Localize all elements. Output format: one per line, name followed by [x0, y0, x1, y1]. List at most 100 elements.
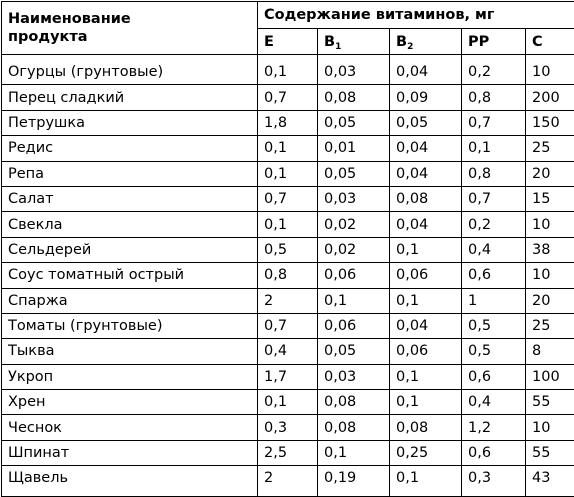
vitamin-value-cell: 0,08: [318, 85, 390, 110]
product-name-header-line2: продукта: [8, 29, 88, 45]
vitamin-value-cell: 0,19: [318, 466, 390, 496]
vitamin-value-cell: 0,1: [258, 212, 318, 237]
vitamin-value-cell: 15: [526, 186, 574, 211]
table-header: Наименование продукта Содержание витамин…: [2, 2, 574, 55]
vitamin-value-cell: 10: [526, 415, 574, 440]
vitamin-value-cell: 0,02: [318, 212, 390, 237]
vitamin-value-cell: 20: [526, 161, 574, 186]
vitamin-value-cell: 0,1: [462, 136, 526, 161]
vitamin-value-cell: 0,02: [318, 237, 390, 262]
vitamin-value-cell: 0,4: [462, 390, 526, 415]
vitamin-column-header: B2: [390, 29, 462, 55]
vitamin-value-cell: 10: [526, 263, 574, 288]
vitamin-value-cell: 0,08: [318, 415, 390, 440]
vitamin-value-cell: 1: [462, 288, 526, 313]
vitamin-value-cell: 0,1: [390, 364, 462, 389]
vitamin-value-cell: 0,05: [318, 110, 390, 135]
vitamin-value-cell: 2,5: [258, 440, 318, 465]
product-name-header: Наименование продукта: [2, 2, 258, 55]
product-name-cell: Перец сладкий: [2, 85, 258, 110]
vitamin-value-cell: 0,4: [258, 339, 318, 364]
vitamin-value-cell: 0,5: [462, 313, 526, 338]
vitamin-value-cell: 0,04: [390, 313, 462, 338]
vitamin-value-cell: 0,04: [390, 136, 462, 161]
vitamin-value-cell: 0,25: [390, 440, 462, 465]
vitamin-column-subscript: 1: [335, 42, 341, 52]
product-name-cell: Укроп: [2, 364, 258, 389]
vitamin-column-header: E: [258, 29, 318, 55]
vitamin-column-label: B: [396, 34, 407, 50]
vitamin-value-cell: 0,6: [462, 440, 526, 465]
vitamin-value-cell: 0,1: [390, 390, 462, 415]
vitamin-value-cell: 0,1: [258, 390, 318, 415]
product-name-cell: Репа: [2, 161, 258, 186]
vitamin-value-cell: 0,2: [462, 55, 526, 85]
vitamin-value-cell: 20: [526, 288, 574, 313]
vitamin-value-cell: 25: [526, 136, 574, 161]
vitamin-column-subscript: 2: [407, 42, 413, 52]
product-name-cell: Хрен: [2, 390, 258, 415]
product-name-cell: Соус томатный острый: [2, 263, 258, 288]
vitamin-column-label: B: [324, 34, 335, 50]
vitamin-value-cell: 0,8: [462, 161, 526, 186]
vitamin-value-cell: 0,01: [318, 136, 390, 161]
vitamin-value-cell: 0,05: [318, 339, 390, 364]
product-name-cell: Шпинат: [2, 440, 258, 465]
vitamin-value-cell: 1,8: [258, 110, 318, 135]
vitamin-value-cell: 0,08: [390, 415, 462, 440]
vitamin-value-cell: 0,3: [462, 466, 526, 496]
vitamin-value-cell: 1,2: [462, 415, 526, 440]
vitamin-value-cell: 43: [526, 466, 574, 496]
vitamin-value-cell: 0,7: [462, 186, 526, 211]
vitamin-value-cell: 0,1: [390, 288, 462, 313]
product-name-cell: Редис: [2, 136, 258, 161]
vitamin-value-cell: 0,06: [318, 313, 390, 338]
vitamin-content-header: Содержание витаминов, мг: [258, 2, 574, 29]
vitamin-value-cell: 0,1: [390, 466, 462, 496]
product-name-cell: Сельдерей: [2, 237, 258, 262]
vitamin-value-cell: 0,3: [258, 415, 318, 440]
vitamin-value-cell: 0,06: [390, 263, 462, 288]
vitamin-value-cell: 0,1: [258, 136, 318, 161]
product-name-cell: Салат: [2, 186, 258, 211]
vitamin-value-cell: 0,7: [258, 186, 318, 211]
vitamin-value-cell: 0,4: [462, 237, 526, 262]
vitamin-value-cell: 0,05: [318, 161, 390, 186]
vitamin-value-cell: 0,5: [462, 339, 526, 364]
vitamin-value-cell: 0,03: [318, 186, 390, 211]
vitamin-value-cell: 0,04: [390, 55, 462, 85]
vitamin-value-cell: 55: [526, 390, 574, 415]
vitamin-value-cell: 0,1: [258, 161, 318, 186]
product-name-cell: Огурцы (грунтовые): [2, 55, 258, 85]
vitamin-value-cell: 0,1: [390, 237, 462, 262]
vitamin-column-label: C: [532, 34, 543, 50]
vitamin-value-cell: 0,04: [390, 212, 462, 237]
vitamin-value-cell: 0,8: [258, 263, 318, 288]
product-name-cell: Спаржа: [2, 288, 258, 313]
vitamin-value-cell: 0,04: [390, 161, 462, 186]
vitamin-value-cell: 2: [258, 288, 318, 313]
vitamin-value-cell: 0,03: [318, 364, 390, 389]
vitamin-column-label: PP: [468, 34, 489, 50]
vitamin-value-cell: 10: [526, 212, 574, 237]
vitamin-value-cell: 0,2: [462, 212, 526, 237]
vitamin-value-cell: 1,7: [258, 364, 318, 389]
vitamin-value-cell: 0,08: [390, 186, 462, 211]
vitamin-value-cell: 0,06: [390, 339, 462, 364]
vitamin-column-label: E: [264, 34, 274, 50]
vitamin-value-cell: 0,03: [318, 55, 390, 85]
